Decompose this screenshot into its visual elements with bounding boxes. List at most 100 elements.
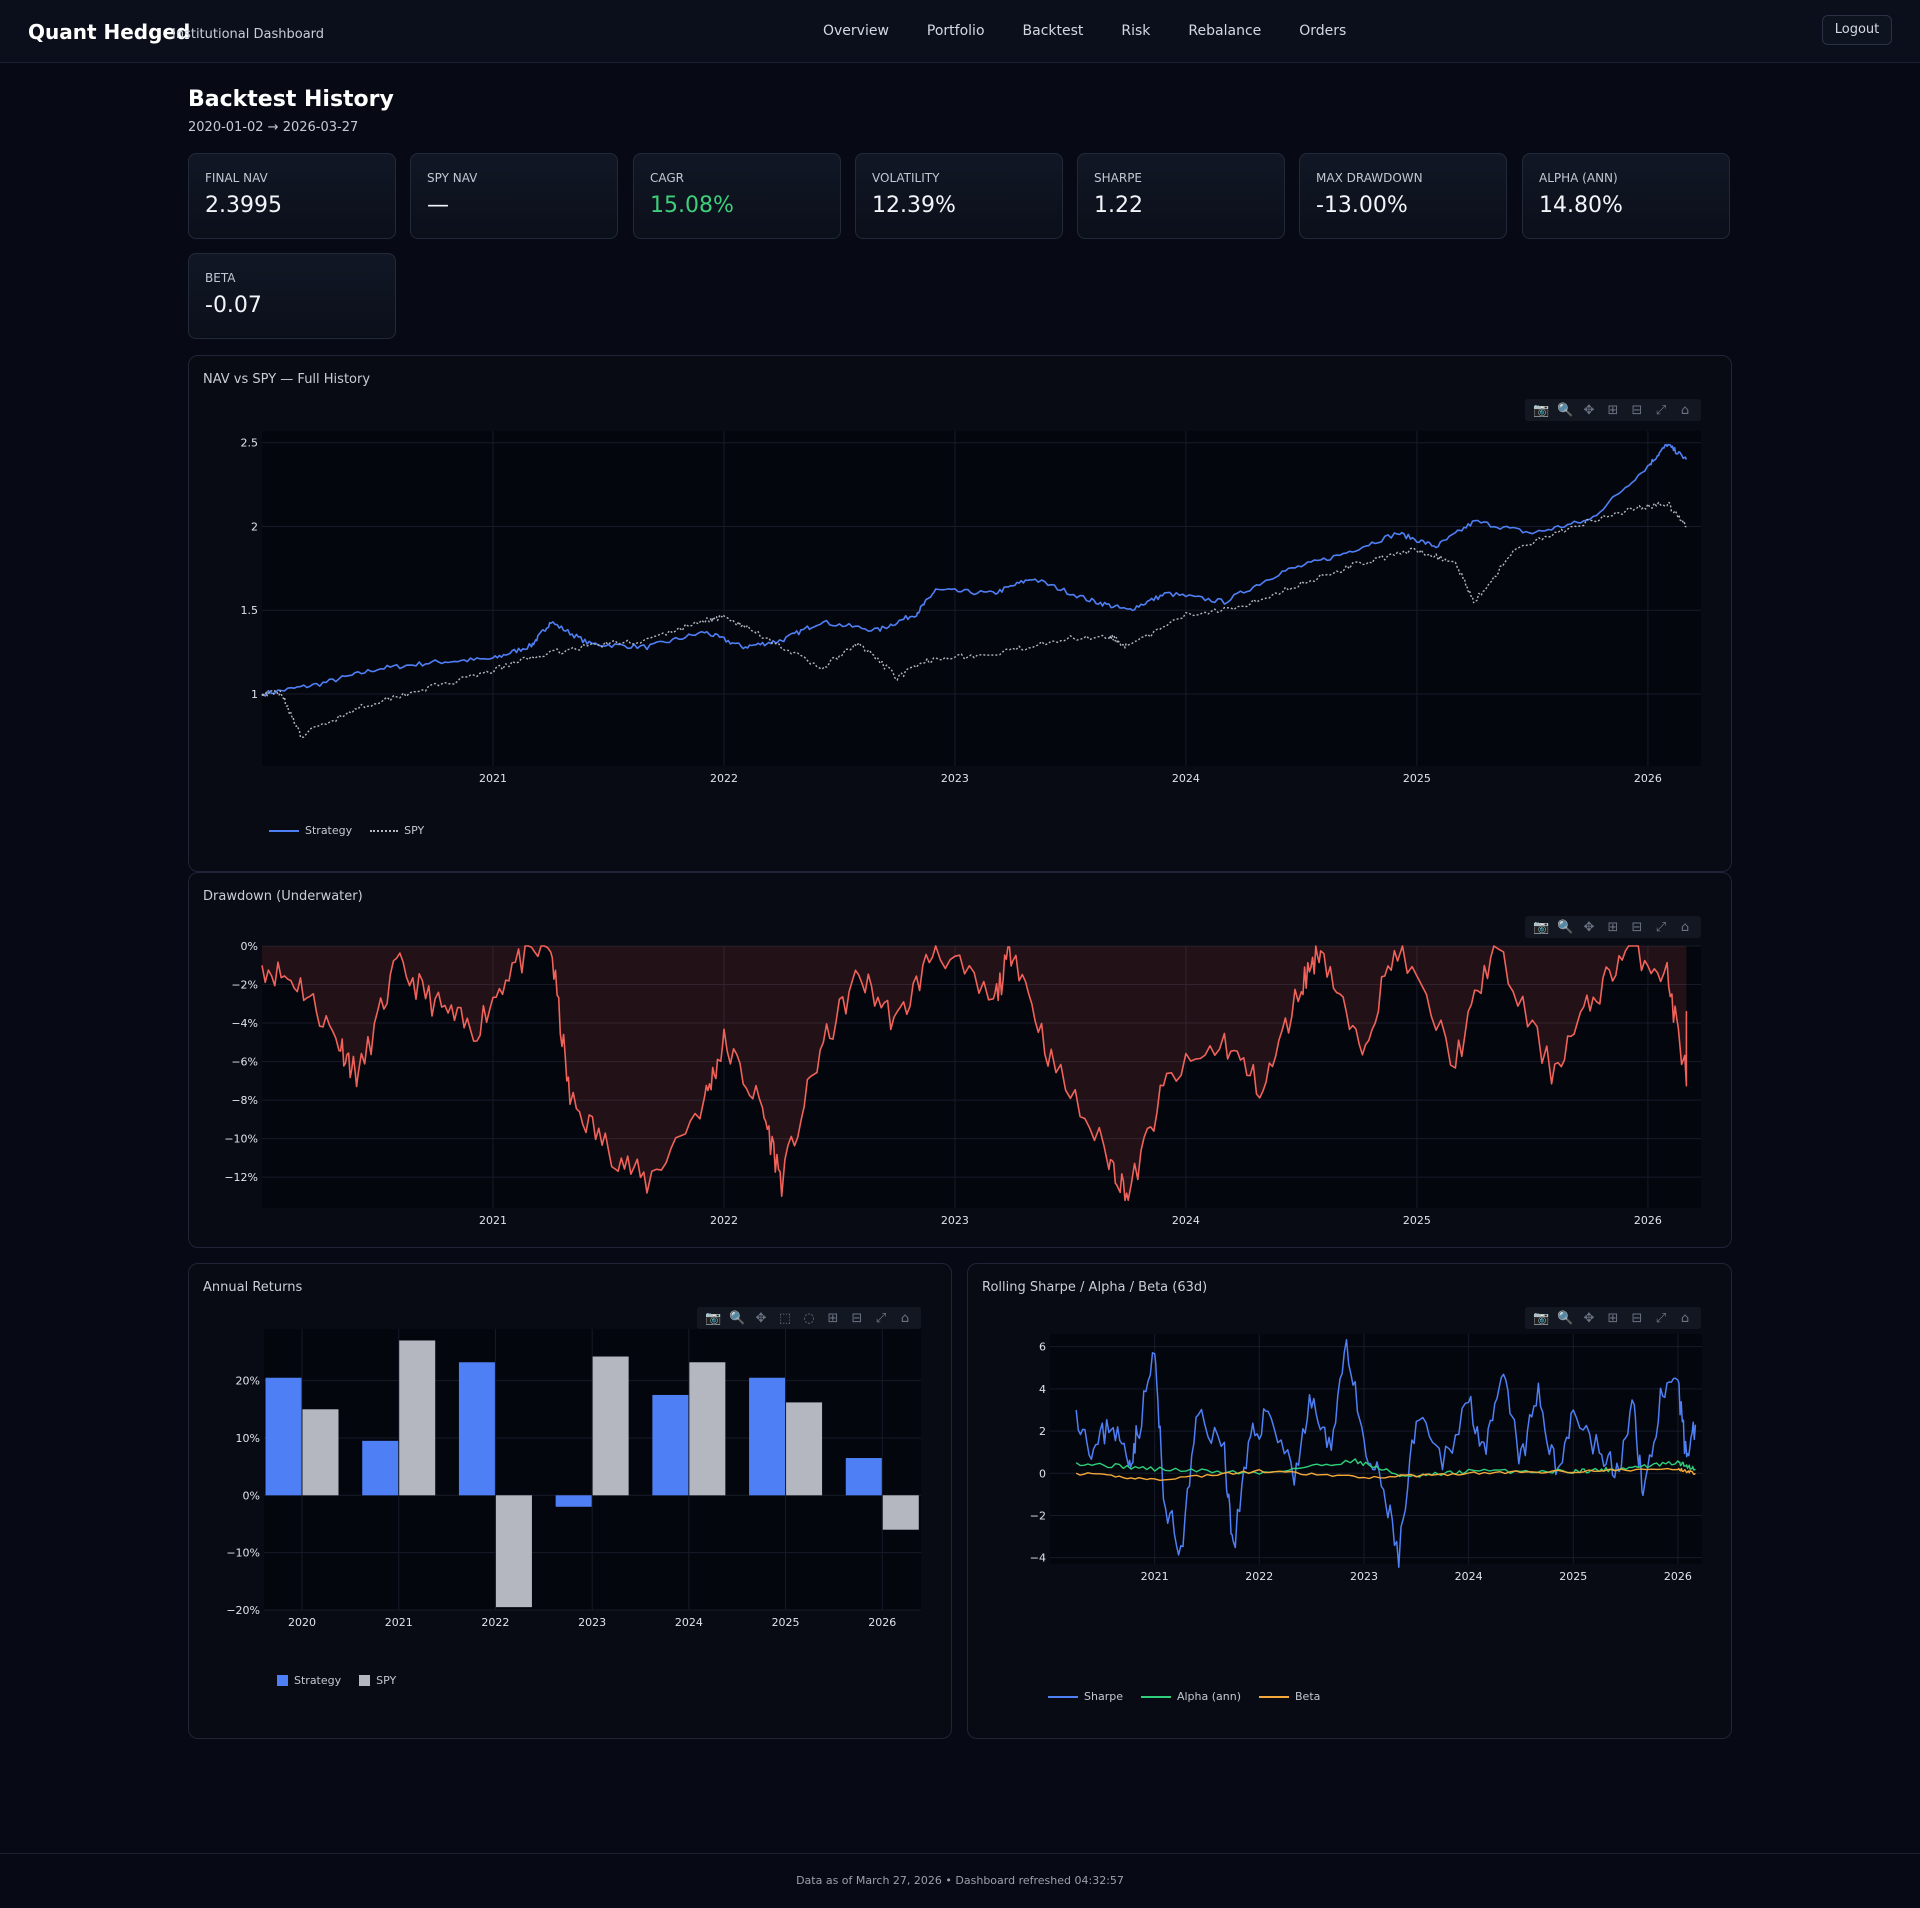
- x-tick-label: 2023: [941, 1214, 969, 1227]
- kpi-value: 2.3995: [205, 193, 282, 218]
- autoscale-icon[interactable]: ⤢: [875, 1310, 887, 1326]
- bar-spy: [689, 1362, 726, 1496]
- kpi-label: MAX DRAWDOWN: [1316, 171, 1423, 185]
- legend-strategy[interactable]: Strategy: [277, 1674, 341, 1687]
- legend-beta[interactable]: Beta: [1259, 1690, 1320, 1703]
- zoom-icon[interactable]: 🔍: [1557, 1310, 1574, 1326]
- logout-button[interactable]: Logout: [1822, 15, 1892, 45]
- zoom-icon[interactable]: 🔍: [1557, 402, 1574, 418]
- nav-overview[interactable]: Overview: [823, 23, 889, 39]
- y-tick-label: −2%: [231, 979, 258, 992]
- nav-orders[interactable]: Orders: [1299, 23, 1347, 39]
- y-tick-label: 0%: [241, 940, 258, 953]
- y-tick-label: −10%: [224, 1133, 258, 1146]
- lasso-icon[interactable]: ◌: [803, 1310, 815, 1326]
- top-bar: Quant Hedged Institutional Dashboard Ove…: [0, 0, 1920, 63]
- kpi-label: BETA: [205, 271, 236, 285]
- bar-strategy: [652, 1394, 689, 1496]
- x-tick-label: 2021: [479, 1214, 507, 1227]
- bar-spy: [495, 1495, 532, 1608]
- zoom-in-icon[interactable]: ⊞: [1607, 919, 1619, 935]
- y-tick-label: −4: [1030, 1552, 1046, 1565]
- bar-spy: [882, 1495, 919, 1530]
- sharpe-line: [1075, 1339, 1697, 1568]
- date-range: 2020-01-02 → 2026-03-27: [188, 120, 359, 135]
- x-tick-label: 2020: [288, 1616, 316, 1629]
- chart-toolbar: 📷 🔍 ✥ ⬚ ◌ ⊞ ⊟ ⤢ ⌂: [697, 1307, 921, 1329]
- zoom-in-icon[interactable]: ⊞: [827, 1310, 839, 1326]
- autoscale-icon[interactable]: ⤢: [1655, 919, 1667, 935]
- autoscale-icon[interactable]: ⤢: [1655, 1310, 1667, 1326]
- y-tick-label: 1: [251, 688, 258, 701]
- bar-spy: [592, 1356, 629, 1496]
- chart-toolbar: 📷 🔍 ✥ ⊞ ⊟ ⤢ ⌂: [1525, 916, 1701, 938]
- strategy-line: [261, 443, 1688, 697]
- y-tick-label: 0%: [243, 1489, 260, 1502]
- kpi-beta: BETA -0.07: [188, 253, 396, 339]
- main-nav: Overview Portfolio Backtest Risk Rebalan…: [823, 23, 1346, 39]
- x-tick-label: 2022: [1245, 1570, 1273, 1583]
- pan-icon[interactable]: ✥: [1583, 402, 1595, 418]
- x-tick-label: 2022: [481, 1616, 509, 1629]
- x-tick-label: 2021: [479, 772, 507, 785]
- pan-icon[interactable]: ✥: [1583, 1310, 1595, 1326]
- brand-subtitle: Institutional Dashboard: [172, 27, 325, 42]
- pan-icon[interactable]: ✥: [1583, 919, 1595, 935]
- zoom-in-icon[interactable]: ⊞: [1607, 1310, 1619, 1326]
- y-tick-label: 20%: [236, 1375, 260, 1388]
- drawdown-chart-panel: Drawdown (Underwater) 📷 🔍 ✥ ⊞ ⊟ ⤢ ⌂ 2021…: [188, 872, 1732, 1248]
- y-tick-label: 6: [1039, 1341, 1046, 1354]
- chart-legend: Strategy SPY: [269, 824, 424, 837]
- zoom-out-icon[interactable]: ⊟: [1631, 919, 1643, 935]
- camera-icon[interactable]: 📷: [1533, 1310, 1550, 1326]
- nav-risk[interactable]: Risk: [1121, 23, 1151, 39]
- y-tick-label: −8%: [231, 1094, 258, 1107]
- pan-icon[interactable]: ✥: [755, 1310, 767, 1326]
- legend-spy[interactable]: SPY: [370, 824, 424, 837]
- camera-icon[interactable]: 📷: [1533, 919, 1550, 935]
- footer-status: Data as of March 27, 2026 • Dashboard re…: [0, 1853, 1920, 1908]
- legend-strategy[interactable]: Strategy: [269, 824, 352, 837]
- nav-portfolio[interactable]: Portfolio: [926, 23, 985, 39]
- zoom-in-icon[interactable]: ⊞: [1607, 402, 1619, 418]
- y-tick-label: −10%: [226, 1547, 260, 1560]
- x-tick-label: 2021: [385, 1616, 413, 1629]
- annual-returns-chart[interactable]: 20% 10% 0% −10% −20% 2020 2021 2022 2023 2024 2025…: [189, 1264, 953, 1740]
- nav-backtest[interactable]: Backtest: [1022, 23, 1084, 39]
- reset-icon[interactable]: ⌂: [1680, 1310, 1690, 1326]
- zoom-icon[interactable]: 🔍: [729, 1310, 746, 1326]
- reset-icon[interactable]: ⌂: [900, 1310, 910, 1326]
- camera-icon[interactable]: 📷: [1533, 402, 1550, 418]
- zoom-out-icon[interactable]: ⊟: [1631, 402, 1643, 418]
- nav-rebalance[interactable]: Rebalance: [1188, 23, 1262, 39]
- kpi-alpha: ALPHA (ANN) 14.80%: [1522, 153, 1730, 239]
- drawdown-chart[interactable]: 2021 2022 2023 2024 2025 2026 0% −2% −4% −6% −8% −1…: [189, 873, 1733, 1249]
- kpi-label: CAGR: [650, 171, 685, 185]
- legend-sharpe[interactable]: Sharpe: [1048, 1690, 1123, 1703]
- chart-toolbar: 📷 🔍 ✥ ⊞ ⊟ ⤢ ⌂: [1525, 1307, 1701, 1329]
- zoom-out-icon[interactable]: ⊟: [851, 1310, 863, 1326]
- kpi-spy-nav: SPY NAV —: [410, 153, 618, 239]
- reset-icon[interactable]: ⌂: [1680, 402, 1690, 418]
- select-box-icon[interactable]: ⬚: [778, 1310, 792, 1326]
- x-tick-label: 2026: [868, 1616, 896, 1629]
- legend-spy[interactable]: SPY: [359, 1674, 396, 1687]
- x-tick-label: 2023: [941, 772, 969, 785]
- kpi-cagr: CAGR 15.08%: [633, 153, 841, 239]
- zoom-icon[interactable]: 🔍: [1557, 919, 1574, 935]
- zoom-out-icon[interactable]: ⊟: [1631, 1310, 1643, 1326]
- x-tick-label: 2021: [1141, 1570, 1169, 1583]
- brand-logo[interactable]: Quant Hedged: [28, 20, 191, 44]
- legend-alpha[interactable]: Alpha (ann): [1140, 1690, 1241, 1703]
- nav-chart[interactable]: 2021 2022 2023 2024 2025 2026 1 1.5 2 2.5: [189, 356, 1733, 873]
- camera-icon[interactable]: 📷: [705, 1310, 722, 1326]
- y-tick-label: 2: [1039, 1425, 1046, 1438]
- y-tick-label: 2: [251, 520, 258, 533]
- x-tick-label: 2026: [1664, 1570, 1692, 1583]
- rolling-metrics-chart[interactable]: 2021 2022 2023 2024 2025 2026 6 4 2 0 −2 −4: [968, 1264, 1733, 1740]
- y-tick-label: −2: [1030, 1509, 1046, 1522]
- bar-strategy: [749, 1377, 786, 1496]
- autoscale-icon[interactable]: ⤢: [1655, 402, 1667, 418]
- kpi-final-nav: FINAL NAV 2.3995: [188, 153, 396, 239]
- reset-icon[interactable]: ⌂: [1680, 919, 1690, 935]
